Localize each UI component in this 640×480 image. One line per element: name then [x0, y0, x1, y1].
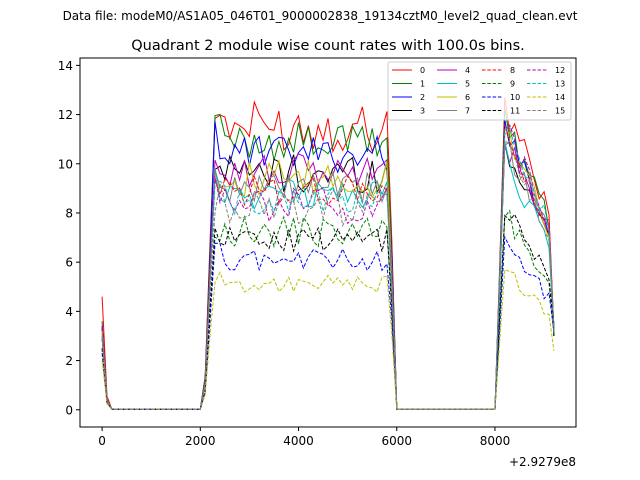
- x-axis: 0 2000 4000 6000 8000: [98, 427, 510, 448]
- y-tick-label: 12: [58, 108, 73, 122]
- y-tick-label: 6: [65, 256, 73, 270]
- legend-label: 0: [420, 66, 425, 75]
- series-line-15: [101, 139, 555, 410]
- legend-label: 12: [555, 66, 565, 75]
- y-tick-label: 4: [65, 305, 73, 319]
- axes-frame: [79, 57, 577, 428]
- y-axis: 0 2 4 6 8 10 12 14: [58, 59, 80, 417]
- legend-label: 8: [510, 66, 515, 75]
- legend-label: 9: [510, 80, 515, 89]
- x-tick-label: 4000: [283, 434, 314, 448]
- x-tick-label: 0: [98, 434, 106, 448]
- y-tick-label: 14: [58, 59, 73, 73]
- y-tick-label: 2: [65, 354, 73, 368]
- series-line-14: [101, 269, 555, 410]
- legend-label: 6: [465, 93, 470, 102]
- legend-label: 13: [555, 80, 565, 89]
- legend-label: 7: [465, 107, 470, 116]
- series-layer: [101, 97, 555, 410]
- legend-label: 3: [420, 107, 425, 116]
- legend-label: 15: [555, 107, 565, 116]
- x-tick-label: 2000: [185, 434, 216, 448]
- legend-label: 1: [420, 80, 425, 89]
- legend-label: 11: [510, 107, 520, 116]
- legend-label: 10: [510, 93, 520, 102]
- y-tick-label: 0: [65, 403, 73, 417]
- x-offset-text: +2.9279e8: [509, 455, 576, 469]
- y-tick-label: 10: [58, 157, 73, 171]
- chart-suptitle: Data file: modeM0/AS1A05_046T01_90000028…: [63, 9, 578, 23]
- legend-label: 4: [465, 66, 470, 75]
- y-tick-label: 8: [65, 206, 73, 220]
- legend-label: 2: [420, 93, 425, 102]
- x-tick-label: 8000: [480, 434, 511, 448]
- legend-frame: [387, 61, 572, 121]
- x-tick-label: 6000: [381, 434, 412, 448]
- legend-label: 5: [465, 80, 470, 89]
- chart-title: Quadrant 2 module wise count rates with …: [131, 38, 525, 54]
- legend-label: 14: [555, 93, 565, 102]
